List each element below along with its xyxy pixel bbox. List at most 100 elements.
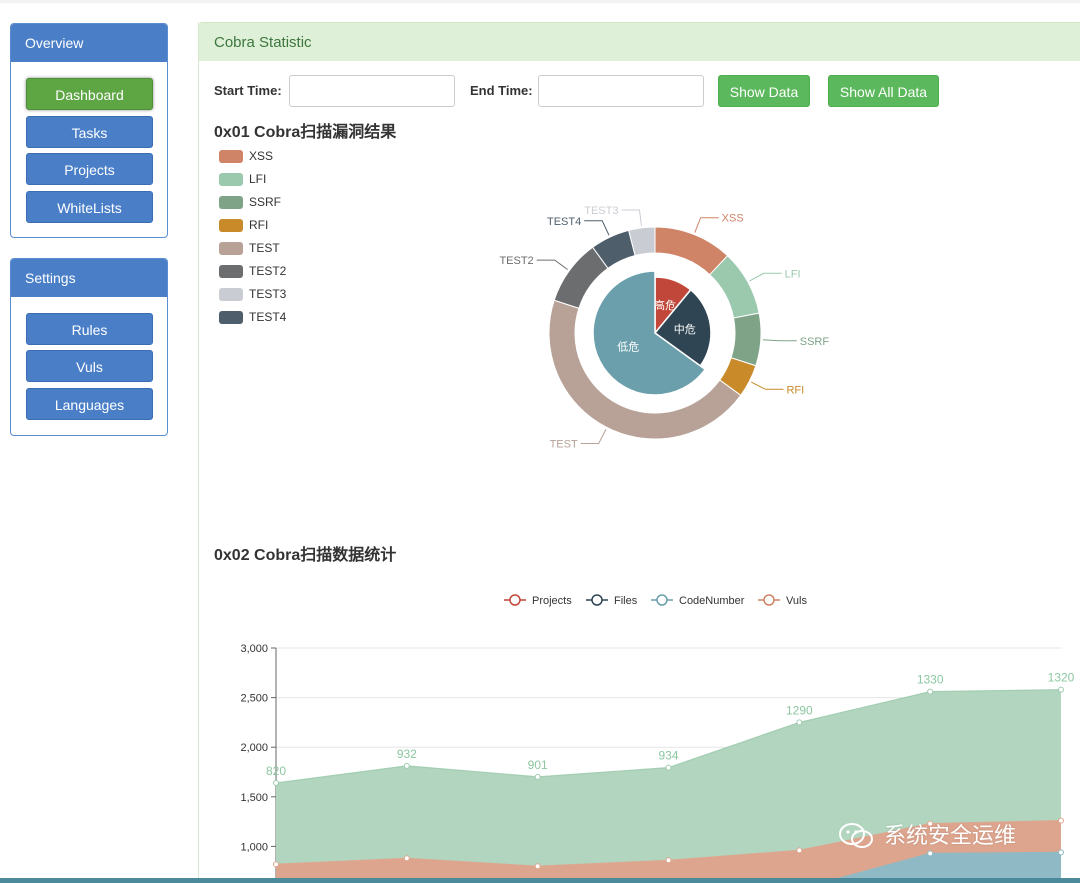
svg-text:Projects: Projects xyxy=(532,595,572,607)
svg-text:Files: Files xyxy=(614,595,638,607)
legend-swatch xyxy=(219,173,243,186)
donut-label-ssrf: SSRF xyxy=(800,336,830,348)
y-tick-label: 2,500 xyxy=(240,693,268,705)
area-layer-2 xyxy=(276,820,1061,883)
area-point[interactable] xyxy=(273,861,279,868)
area-legend-item-files[interactable]: Files xyxy=(586,594,638,607)
y-tick-label: 1,500 xyxy=(240,792,268,804)
y-tick-label: 1,000 xyxy=(240,841,268,853)
nav-dashboard-button[interactable]: Dashboard xyxy=(26,78,153,110)
data-label: 820 xyxy=(266,764,286,778)
data-label: 1330 xyxy=(917,673,944,687)
legend-swatch xyxy=(219,288,243,301)
inner-label-1: 中危 xyxy=(674,323,696,336)
nav-rules-button[interactable]: Rules xyxy=(26,313,153,345)
legend-label: RFI xyxy=(249,218,269,232)
y-tick-label: 2,000 xyxy=(240,742,268,754)
nav-languages-button[interactable]: Languages xyxy=(26,388,153,420)
legend-label: TEST3 xyxy=(249,287,287,301)
donut-label-line xyxy=(749,272,782,282)
svg-text:CodeNumber: CodeNumber xyxy=(679,595,745,607)
area-point[interactable] xyxy=(1058,849,1064,856)
watermark: 系统安全运维 xyxy=(838,818,1078,854)
top-border xyxy=(0,0,1080,3)
inner-slice-2[interactable] xyxy=(592,270,707,396)
area-point[interactable] xyxy=(403,762,410,769)
donut-label-test3: TEST3 xyxy=(584,205,618,217)
legend-swatch xyxy=(219,311,243,324)
donut-label-line xyxy=(580,429,607,444)
nav-vuls-button[interactable]: Vuls xyxy=(26,350,153,382)
area-point[interactable] xyxy=(1058,817,1064,824)
area-point[interactable] xyxy=(665,764,672,771)
area-point[interactable] xyxy=(665,857,672,864)
bottom-bar xyxy=(0,878,1080,883)
nav-whitelists-button[interactable]: WhiteLists xyxy=(26,191,153,223)
legend-label: LFI xyxy=(249,172,267,186)
start-time-label: Start Time: xyxy=(214,83,282,98)
overview-panel: Overview Dashboard Tasks Projects WhiteL… xyxy=(10,23,168,238)
inner-slice-1[interactable] xyxy=(653,288,712,367)
settings-panel: Settings Rules Vuls Languages xyxy=(10,258,168,436)
donut-label-line xyxy=(536,259,568,270)
nav-projects-button[interactable]: Projects xyxy=(26,153,153,185)
inner-label-0: 高危 xyxy=(654,298,676,312)
donut-slice-ssrf[interactable] xyxy=(730,312,762,367)
donut-label-xss: XSS xyxy=(722,213,744,225)
legend-label: TEST xyxy=(249,241,280,255)
legend-label: TEST2 xyxy=(249,264,287,278)
donut-slice-test3[interactable] xyxy=(628,226,656,257)
area-layer-1 xyxy=(821,852,1061,883)
area-point[interactable] xyxy=(927,820,934,827)
wechat-icon xyxy=(839,823,873,848)
y-tick-label: 3,000 xyxy=(240,643,268,655)
donut-label-line xyxy=(621,209,642,226)
legend-swatch xyxy=(219,196,243,209)
donut-label-rfi: RFI xyxy=(786,384,804,396)
area-point[interactable] xyxy=(1058,686,1064,693)
legend-swatch xyxy=(219,150,243,163)
area-point[interactable] xyxy=(534,863,541,870)
end-time-label: End Time: xyxy=(470,83,533,98)
section2-title: 0x02 Cobra扫描数据统计 xyxy=(214,547,397,564)
data-label: 901 xyxy=(528,758,548,772)
show-all-data-button[interactable]: Show All Data xyxy=(828,75,939,107)
donut-label-line xyxy=(694,217,719,233)
legend-label: XSS xyxy=(249,149,274,163)
area-point[interactable] xyxy=(403,855,410,862)
donut-label-line xyxy=(584,220,610,236)
donut-label-line xyxy=(762,339,797,342)
overview-title: Overview xyxy=(11,24,167,62)
legend-swatch xyxy=(219,242,243,255)
donut-label-test4: TEST4 xyxy=(547,216,581,228)
legend-swatch xyxy=(219,219,243,232)
legend-label: SSRF xyxy=(249,195,282,209)
donut-label-line xyxy=(751,381,784,390)
data-label: 1290 xyxy=(786,703,813,717)
legend-label: TEST4 xyxy=(249,310,287,324)
data-label: 1320 xyxy=(1048,671,1075,685)
area-legend-item-codenumber[interactable]: CodeNumber xyxy=(651,594,745,607)
area-point[interactable] xyxy=(796,719,803,726)
end-time-input[interactable] xyxy=(538,75,704,107)
data-label: 934 xyxy=(658,749,678,763)
nav-tasks-button[interactable]: Tasks xyxy=(26,116,153,148)
watermark-text: 系统安全运维 xyxy=(884,823,1017,848)
area-point[interactable] xyxy=(796,847,803,854)
area-legend-item-projects[interactable]: Projects xyxy=(504,594,572,607)
area-point[interactable] xyxy=(273,779,279,786)
area-legend-item-vuls[interactable]: Vuls xyxy=(758,594,807,607)
start-time-input[interactable] xyxy=(289,75,455,107)
section1-title: 0x01 Cobra扫描漏洞结果 xyxy=(214,124,397,141)
legend-swatch xyxy=(219,265,243,278)
donut-label-test: TEST xyxy=(550,438,578,450)
donut-label-lfi: LFI xyxy=(785,268,801,280)
data-label: 932 xyxy=(397,747,417,761)
area-point[interactable] xyxy=(927,688,934,695)
inner-label-2: 低危 xyxy=(617,341,639,354)
show-data-button[interactable]: Show Data xyxy=(718,75,810,107)
settings-title: Settings xyxy=(11,259,167,297)
area-point[interactable] xyxy=(534,773,541,780)
area-point[interactable] xyxy=(927,850,934,857)
